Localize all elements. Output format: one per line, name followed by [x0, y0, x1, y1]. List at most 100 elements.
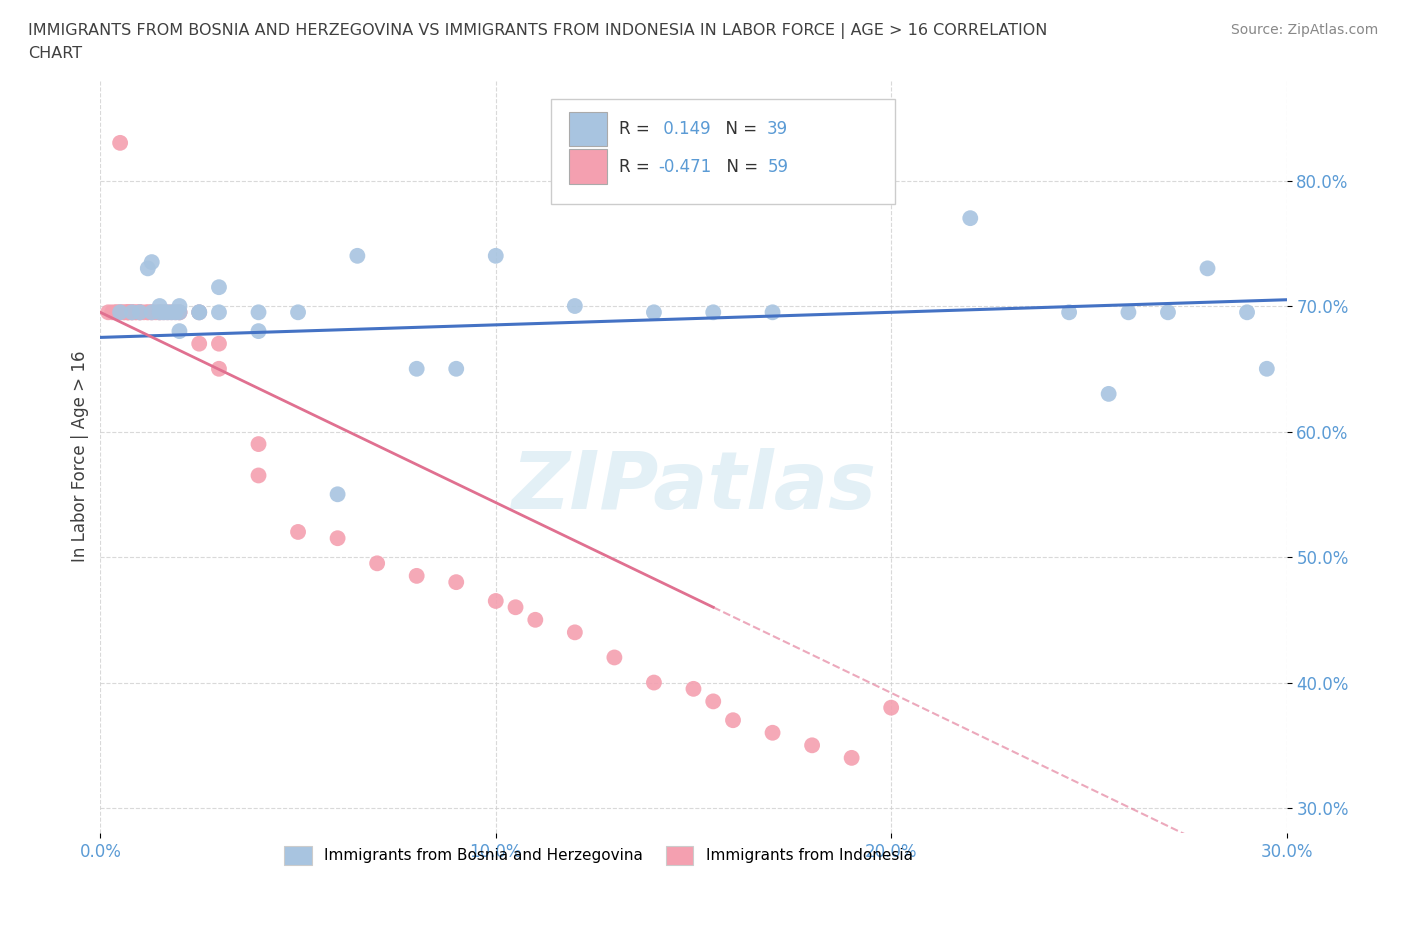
Point: [121, 305, 143, 320]
Point: [149, 305, 172, 320]
Point: [564, 299, 586, 313]
Point: [208, 280, 231, 295]
Point: [287, 525, 309, 539]
Point: [117, 305, 139, 320]
Point: [165, 305, 187, 320]
Point: [405, 568, 427, 583]
Point: [1236, 305, 1258, 320]
Point: [326, 486, 349, 501]
Point: [141, 255, 163, 270]
Point: [149, 305, 172, 320]
Point: [149, 305, 172, 320]
Point: [125, 305, 148, 320]
Text: 0.149: 0.149: [658, 120, 710, 138]
Point: [1057, 305, 1080, 320]
Point: [444, 575, 467, 590]
Point: [128, 305, 150, 320]
Point: [643, 305, 665, 320]
Point: [702, 694, 724, 709]
Point: [169, 305, 191, 320]
Point: [169, 324, 191, 339]
Point: [1197, 261, 1219, 276]
Point: [160, 305, 183, 320]
Text: 59: 59: [768, 158, 789, 176]
Point: [156, 305, 179, 320]
Point: [405, 362, 427, 377]
Point: [117, 305, 139, 320]
Point: [682, 682, 704, 697]
Point: [136, 305, 159, 320]
Point: [108, 136, 131, 151]
Text: N =: N =: [716, 158, 763, 176]
Point: [152, 305, 174, 320]
Point: [136, 305, 159, 320]
Point: [208, 305, 231, 320]
Point: [101, 305, 124, 320]
Point: [188, 337, 211, 352]
Point: [108, 305, 131, 320]
Text: R =: R =: [619, 120, 655, 138]
Point: [247, 305, 270, 320]
Point: [959, 211, 981, 226]
Point: [165, 305, 187, 320]
Point: [366, 556, 388, 571]
Point: [643, 675, 665, 690]
Point: [188, 305, 211, 320]
Point: [132, 305, 155, 320]
Point: [97, 305, 120, 320]
Point: [1157, 305, 1180, 320]
Point: [485, 248, 508, 263]
Point: [156, 305, 179, 320]
Point: [188, 305, 211, 320]
Point: [208, 362, 231, 377]
Point: [208, 337, 231, 352]
Point: [346, 248, 368, 263]
Point: [169, 299, 191, 313]
Point: [141, 305, 163, 320]
Point: [108, 305, 131, 320]
Point: [247, 437, 270, 452]
Point: [485, 593, 508, 608]
Point: [152, 305, 174, 320]
Point: [145, 305, 167, 320]
Text: Source: ZipAtlas.com: Source: ZipAtlas.com: [1230, 23, 1378, 37]
Text: 39: 39: [766, 120, 787, 138]
Point: [801, 737, 824, 752]
Point: [128, 305, 150, 320]
Text: IMMIGRANTS FROM BOSNIA AND HERZEGOVINA VS IMMIGRANTS FROM INDONESIA IN LABOR FOR: IMMIGRANTS FROM BOSNIA AND HERZEGOVINA V…: [28, 23, 1047, 39]
Point: [169, 305, 191, 320]
Point: [524, 612, 547, 627]
Point: [603, 650, 626, 665]
Point: [721, 712, 744, 727]
Point: [121, 305, 143, 320]
FancyBboxPatch shape: [551, 99, 896, 205]
Point: [160, 305, 183, 320]
Point: [444, 362, 467, 377]
Point: [105, 305, 128, 320]
Text: -0.471: -0.471: [658, 158, 711, 176]
Text: CHART: CHART: [28, 46, 82, 61]
Point: [121, 305, 143, 320]
Point: [117, 305, 139, 320]
Point: [761, 305, 783, 320]
Point: [169, 305, 191, 320]
Point: [117, 305, 139, 320]
FancyBboxPatch shape: [569, 150, 607, 184]
Point: [1098, 387, 1121, 402]
Text: ZIPatlas: ZIPatlas: [510, 447, 876, 525]
Point: [128, 305, 150, 320]
Point: [188, 305, 211, 320]
Point: [841, 751, 863, 765]
Point: [112, 305, 135, 320]
Point: [505, 600, 527, 615]
Y-axis label: In Labor Force | Age > 16: In Labor Force | Age > 16: [72, 351, 89, 563]
Point: [149, 299, 172, 313]
Text: N =: N =: [716, 120, 762, 138]
Text: R =: R =: [619, 158, 655, 176]
Point: [1118, 305, 1140, 320]
Point: [702, 305, 724, 320]
Point: [1256, 362, 1278, 377]
Point: [136, 261, 159, 276]
Point: [247, 324, 270, 339]
Point: [112, 305, 135, 320]
